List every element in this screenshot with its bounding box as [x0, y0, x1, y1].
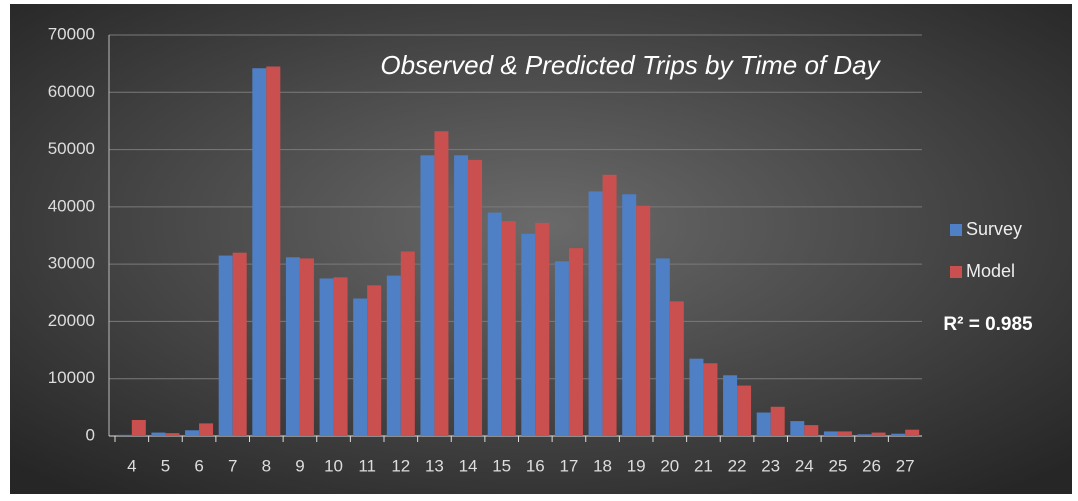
bar	[770, 406, 785, 436]
bar	[468, 159, 483, 436]
x-tick-label: 16	[526, 456, 545, 475]
bar	[703, 363, 718, 436]
bar	[756, 412, 771, 436]
bar	[199, 423, 214, 436]
x-tick-label: 14	[459, 456, 478, 475]
chart-title: Observed & Predicted Trips by Time of Da…	[380, 50, 881, 80]
bar	[266, 66, 281, 436]
x-tick-label: 21	[694, 456, 713, 475]
bar	[218, 255, 233, 436]
y-tick-label: 40000	[48, 196, 95, 215]
bar	[554, 261, 569, 436]
bar	[655, 258, 670, 436]
bar	[602, 174, 617, 436]
x-tick-label: 17	[559, 456, 578, 475]
x-tick-label: 27	[896, 456, 915, 475]
x-tick-label: 22	[728, 456, 747, 475]
x-tick-label: 19	[627, 456, 646, 475]
x-tick-label: 7	[228, 456, 237, 475]
y-tick-label: 50000	[48, 139, 95, 158]
bar	[521, 233, 536, 436]
bar	[232, 252, 247, 436]
y-tick-label: 30000	[48, 254, 95, 273]
bar	[252, 68, 267, 437]
bar	[804, 425, 819, 436]
bar	[669, 301, 684, 436]
x-tick-label: 13	[425, 456, 444, 475]
x-tick-label: 9	[295, 456, 304, 475]
bar	[185, 430, 200, 436]
x-tick-label: 23	[761, 456, 780, 475]
bar	[353, 298, 368, 436]
bar	[400, 251, 415, 436]
x-tick-label: 10	[324, 456, 343, 475]
bar	[871, 432, 886, 436]
x-tick-label: 5	[161, 456, 170, 475]
bar	[636, 205, 651, 436]
annotation: R² = 0.985	[943, 314, 1033, 335]
x-tick-label: 4	[127, 456, 136, 475]
bar	[501, 221, 516, 436]
bar	[367, 285, 382, 436]
bar	[151, 432, 166, 436]
bar	[837, 431, 852, 436]
bar	[857, 434, 872, 436]
x-tick-label: 26	[862, 456, 881, 475]
x-tick-label: 12	[391, 456, 410, 475]
x-tick-label: 8	[262, 456, 271, 475]
x-tick-label: 24	[795, 456, 814, 475]
bar	[588, 191, 603, 436]
bar	[285, 257, 300, 436]
bar	[386, 275, 401, 436]
legend-swatch	[950, 266, 962, 278]
y-tick-label: 0	[86, 425, 95, 444]
y-tick-label: 60000	[48, 82, 95, 101]
bar	[723, 375, 738, 436]
bar	[891, 433, 906, 436]
bar	[535, 222, 550, 436]
bar	[823, 431, 838, 436]
bar	[165, 433, 180, 436]
bar	[905, 429, 920, 436]
bar	[117, 434, 132, 436]
bar	[454, 155, 469, 437]
bar	[487, 212, 502, 436]
x-tick-label: 18	[593, 456, 612, 475]
legend-label: Model	[966, 261, 1015, 281]
legend-swatch	[950, 224, 962, 236]
bar	[131, 419, 146, 436]
bar	[333, 277, 348, 436]
y-tick-label: 70000	[48, 24, 95, 43]
legend-label: Survey	[966, 219, 1022, 239]
bar	[737, 385, 752, 436]
x-tick-label: 11	[358, 456, 376, 475]
bar	[568, 248, 583, 436]
x-tick-label: 15	[492, 456, 511, 475]
bar	[622, 194, 637, 436]
bar	[319, 278, 334, 436]
bar	[434, 131, 449, 437]
bar	[689, 358, 704, 436]
y-tick-label: 20000	[48, 311, 95, 330]
x-tick-label: 6	[194, 456, 203, 475]
bar	[420, 155, 435, 437]
bar	[790, 421, 805, 436]
x-tick-label: 25	[828, 456, 847, 475]
y-tick-label: 10000	[48, 368, 95, 387]
x-tick-label: 20	[660, 456, 679, 475]
bar	[299, 258, 314, 436]
